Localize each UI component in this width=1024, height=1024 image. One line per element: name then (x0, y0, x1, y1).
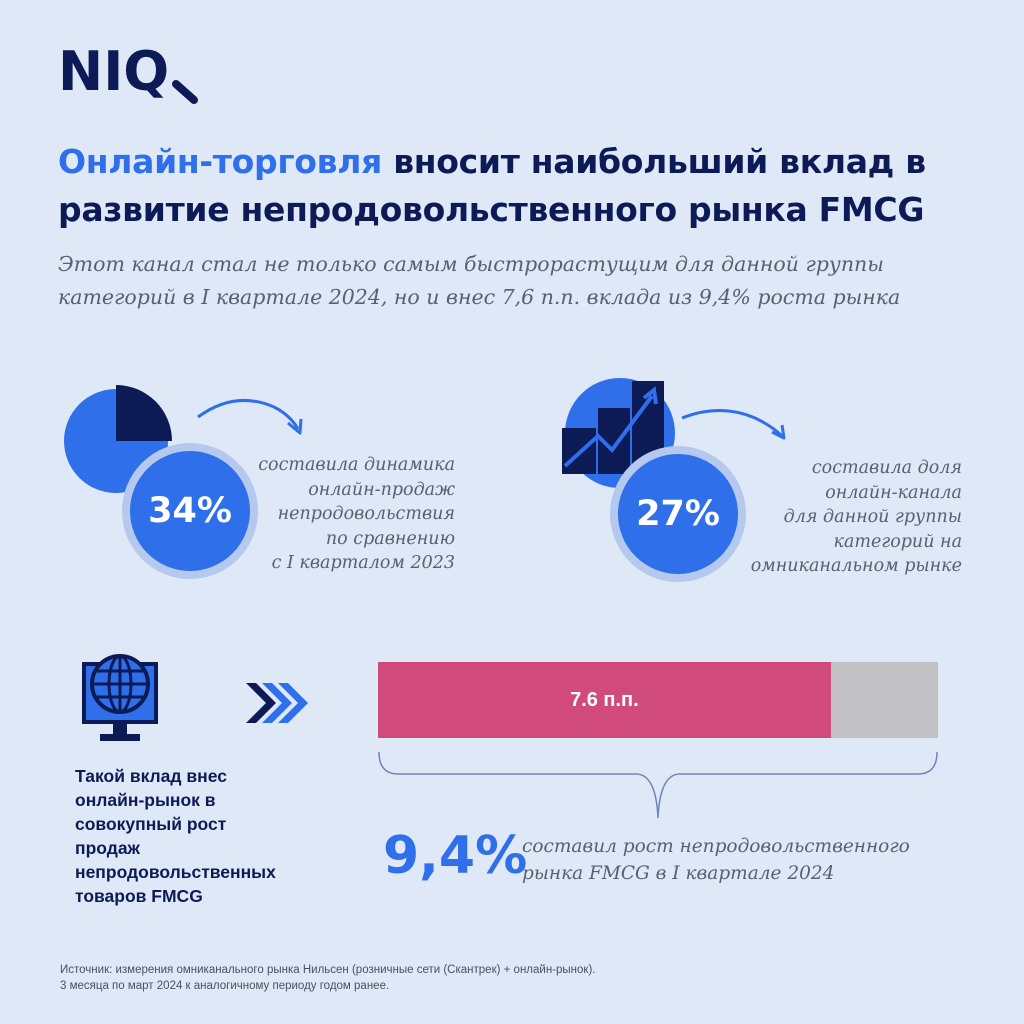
title-rest: вносит наибольший вклад в развитие непро… (58, 142, 926, 229)
niq-logo: NIQ (58, 40, 198, 104)
stat-online-share: 27% составила доля онлайн-канала для дан… (550, 378, 980, 588)
online-contribution-segment: 7.6 п.п. (378, 662, 831, 738)
stat-online-dynamics: 34% составила динамика онлайн-продаж неп… (60, 385, 480, 585)
page-title: Онлайн-торговля вносит наибольший вклад … (58, 138, 988, 234)
logo-tail (172, 80, 198, 104)
curved-arrow-icon (681, 409, 784, 438)
contribution-bar: 7.6 п.п. (378, 662, 938, 738)
title-highlight: Онлайн-торговля (58, 142, 382, 181)
curved-arrow-icon (197, 398, 300, 430)
market-growth-value: 9,4% (383, 826, 528, 886)
fast-forward-icon (246, 683, 308, 723)
page-subtitle: Этот канал стал не только самым быстрора… (58, 252, 901, 309)
source-note: Источник: измерения омниканального рынка… (60, 964, 596, 992)
globe-monitor-icon (82, 654, 158, 741)
logo-text: NIQ (58, 40, 169, 103)
stat-description: составила доля онлайн-канала для данной … (750, 458, 962, 576)
stat-value-badge: 27% (610, 446, 746, 582)
contribution-text: Такой вклад внес онлайн-рынок в совокупн… (75, 766, 276, 906)
market-growth-description: составил рост непродовольственного рынка… (522, 836, 910, 884)
curly-brace (378, 751, 938, 819)
stat-value-badge: 34% (122, 443, 258, 579)
stat-description: составила динамика онлайн-продаж непродо… (258, 455, 455, 573)
